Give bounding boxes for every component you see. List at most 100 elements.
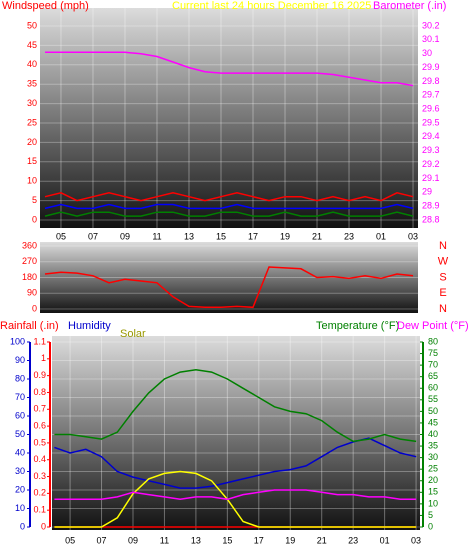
y-tick-label: 5 bbox=[32, 195, 37, 205]
y-tick-label: 40 bbox=[428, 429, 438, 439]
y-tick-label: 29.3 bbox=[422, 145, 440, 155]
axis-label: Windspeed (mph) bbox=[2, 0, 89, 12]
series-line bbox=[44, 211, 414, 217]
y-tick-label: 0 bbox=[20, 521, 25, 531]
x-tick-label: 05 bbox=[56, 231, 66, 241]
series-line bbox=[44, 266, 414, 309]
y-tick-label: 29.5 bbox=[422, 117, 440, 127]
y-tick-label: 20 bbox=[27, 137, 37, 147]
y-tick-label: 0.2 bbox=[33, 488, 46, 498]
series-line bbox=[44, 203, 414, 210]
y-tick-label: 50 bbox=[15, 429, 25, 439]
compass-label: W bbox=[438, 256, 449, 268]
y-tick-label: 60 bbox=[15, 410, 25, 420]
y-tick-label: 80 bbox=[428, 336, 438, 346]
y-tick-label: 0 bbox=[428, 521, 433, 531]
y-tick-label: 20 bbox=[428, 475, 438, 485]
series-line bbox=[44, 192, 414, 202]
y-tick-label: 15 bbox=[428, 487, 438, 497]
y-tick-label: 0.9 bbox=[33, 370, 46, 380]
y-tick-label: 0 bbox=[32, 214, 37, 224]
y-tick-label: 45 bbox=[428, 417, 438, 427]
y-tick-label: 30 bbox=[422, 48, 432, 58]
compass-label: N bbox=[439, 303, 447, 315]
y-tick-label: 0.1 bbox=[33, 505, 46, 515]
x-tick-label: 19 bbox=[285, 535, 295, 545]
x-tick-label: 01 bbox=[376, 231, 386, 241]
y-tick-label: 29.9 bbox=[422, 62, 440, 72]
y-tick-label: 1.1 bbox=[33, 336, 46, 346]
x-tick-label: 17 bbox=[248, 231, 258, 241]
legend-label: Humidity bbox=[68, 320, 111, 332]
y-tick-label: 90 bbox=[27, 288, 37, 298]
legend-label: Temperature (°F) bbox=[316, 320, 399, 332]
y-tick-label: 30.2 bbox=[422, 20, 440, 30]
y-tick-label: 25 bbox=[27, 117, 37, 127]
x-tick-label: 21 bbox=[312, 231, 322, 241]
y-tick-label: 40 bbox=[27, 59, 37, 69]
compass-label: S bbox=[439, 271, 446, 283]
y-tick-label: 270 bbox=[22, 256, 37, 266]
chart-title: Current last 24 hours December 16 2025 bbox=[172, 0, 371, 12]
y-tick-label: 29.6 bbox=[422, 104, 440, 114]
x-tick-label: 03 bbox=[411, 535, 421, 545]
series-line bbox=[54, 369, 417, 443]
x-tick-label: 07 bbox=[97, 535, 107, 545]
y-tick-label: 30 bbox=[15, 466, 25, 476]
y-tick-label: 29.8 bbox=[422, 76, 440, 86]
y-tick-label: 80 bbox=[15, 373, 25, 383]
y-tick-label: 70 bbox=[15, 392, 25, 402]
compass-label: N bbox=[439, 240, 447, 252]
x-tick-label: 15 bbox=[216, 231, 226, 241]
x-tick-label: 11 bbox=[160, 535, 169, 545]
axis-label: Barometer (.in) bbox=[373, 0, 446, 12]
y-tick-label: 10 bbox=[27, 176, 37, 186]
x-tick-label: 01 bbox=[380, 535, 390, 545]
y-tick-label: 55 bbox=[428, 394, 438, 404]
y-tick-label: 65 bbox=[428, 371, 438, 381]
y-tick-label: 1 bbox=[41, 353, 46, 363]
y-tick-label: 29.7 bbox=[422, 90, 440, 100]
y-tick-label: 90 bbox=[15, 355, 25, 365]
y-tick-label: 0.3 bbox=[33, 471, 46, 481]
y-tick-label: 180 bbox=[22, 272, 37, 282]
y-tick-label: 25 bbox=[428, 464, 438, 474]
x-tick-label: 05 bbox=[65, 535, 75, 545]
x-tick-label: 17 bbox=[254, 535, 264, 545]
y-tick-label: 75 bbox=[428, 348, 438, 358]
y-tick-label: 70 bbox=[428, 360, 438, 370]
y-tick-label: 360 bbox=[22, 240, 37, 250]
x-tick-label: 19 bbox=[280, 231, 290, 241]
legend-label: Solar bbox=[120, 328, 146, 340]
y-tick-label: 50 bbox=[27, 20, 37, 30]
y-tick-label: 0.8 bbox=[33, 387, 46, 397]
x-tick-label: 15 bbox=[222, 535, 232, 545]
legend-label: Dew Point (°F) bbox=[397, 320, 469, 332]
x-tick-label: 13 bbox=[184, 231, 194, 241]
y-tick-label: 50 bbox=[428, 406, 438, 416]
x-tick-label: 11 bbox=[152, 231, 161, 241]
series-line bbox=[54, 489, 417, 501]
series-line bbox=[54, 470, 417, 528]
plot-background bbox=[40, 8, 418, 228]
y-tick-label: 29.2 bbox=[422, 159, 440, 169]
y-tick-label: 0.5 bbox=[33, 437, 46, 447]
y-tick-label: 60 bbox=[428, 383, 438, 393]
x-tick-label: 09 bbox=[120, 231, 130, 241]
y-tick-label: 35 bbox=[27, 79, 37, 89]
y-tick-label: 10 bbox=[15, 503, 25, 513]
plot-background bbox=[52, 336, 420, 530]
y-tick-label: 0.6 bbox=[33, 420, 46, 430]
x-tick-label: 03 bbox=[408, 231, 418, 241]
y-tick-label: 30 bbox=[428, 452, 438, 462]
x-tick-label: 09 bbox=[128, 535, 138, 545]
y-tick-label: 10 bbox=[428, 498, 438, 508]
y-tick-label: 15 bbox=[27, 156, 37, 166]
y-tick-label: 40 bbox=[15, 447, 25, 457]
x-tick-label: 21 bbox=[317, 535, 327, 545]
y-tick-label: 5 bbox=[428, 510, 433, 520]
x-tick-label: 23 bbox=[344, 231, 354, 241]
y-tick-label: 0.7 bbox=[33, 404, 46, 414]
